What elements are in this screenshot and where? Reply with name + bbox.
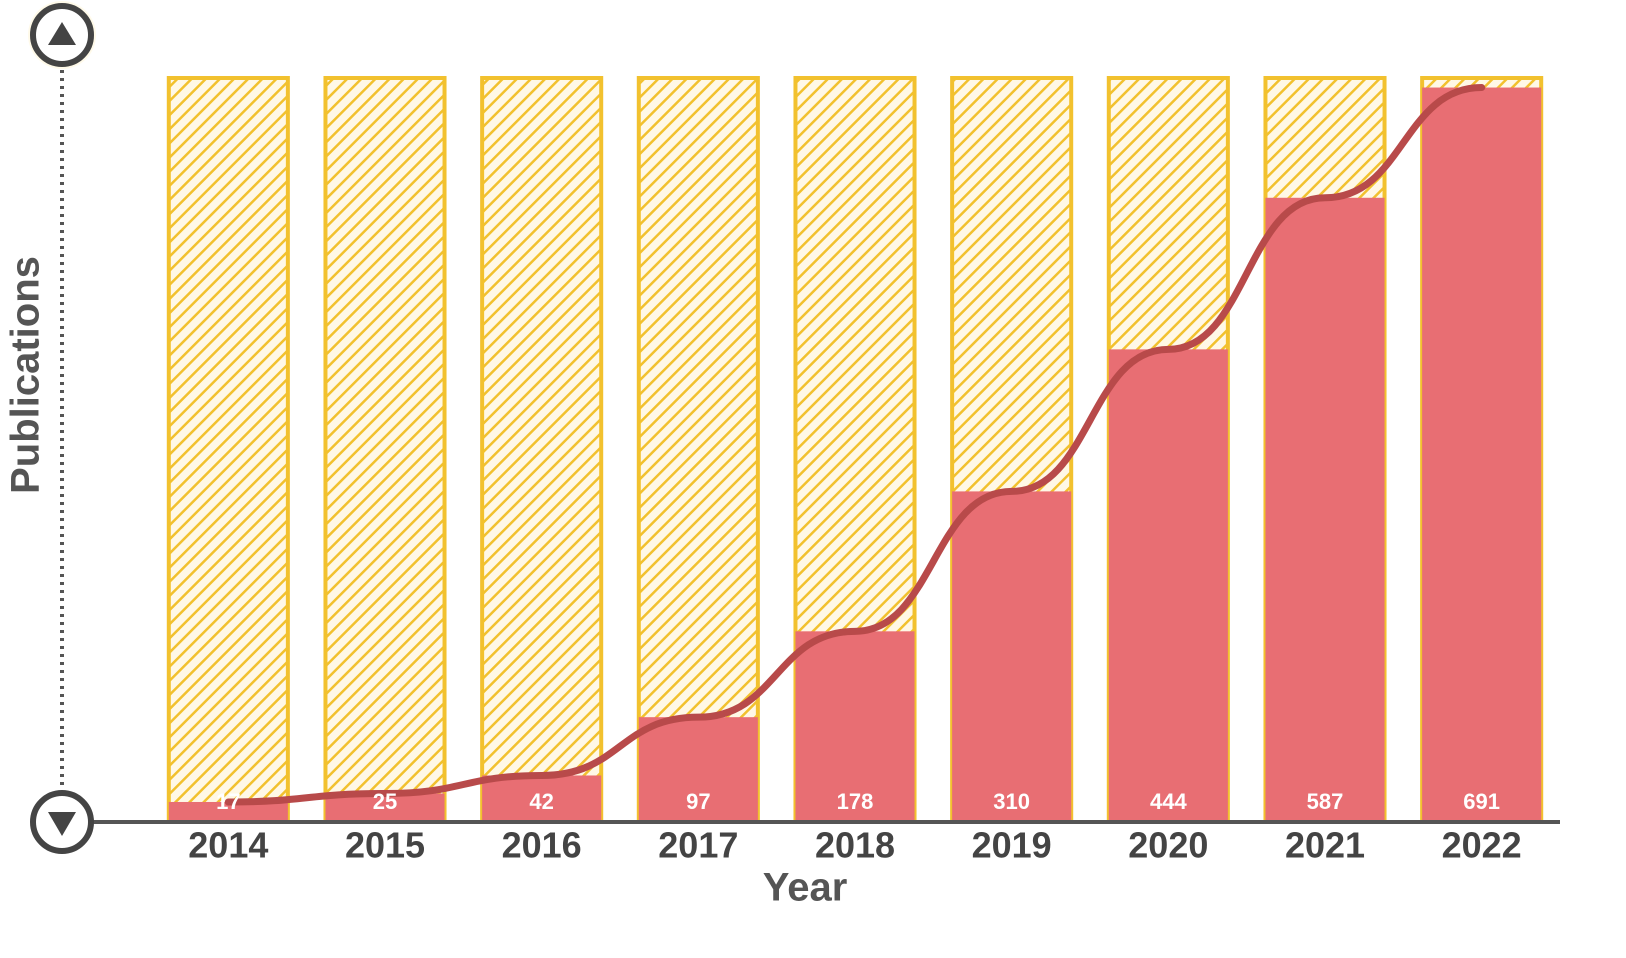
up-arrow	[48, 22, 76, 45]
bar	[1422, 87, 1542, 821]
labels: 2014 17 2015 25 2016 42 2017 97 2018 178 2019 310 20…	[188, 789, 1521, 866]
bar	[1265, 197, 1385, 820]
x-tick-label: 2022	[1442, 825, 1522, 866]
bar	[482, 775, 602, 820]
value-label: 587	[1307, 789, 1344, 814]
x-tick-label: 2020	[1128, 825, 1208, 866]
bar-background	[323, 76, 447, 822]
down-arrow	[48, 812, 76, 836]
value-label: 310	[993, 789, 1030, 814]
trend-line	[224, 84, 1486, 806]
plot	[166, 76, 1544, 822]
x-tick-label: 2018	[815, 825, 895, 866]
bar	[952, 491, 1072, 820]
x-tick-label: 2014	[188, 825, 268, 866]
bar	[1108, 349, 1228, 820]
y-axis-label: Publications	[4, 256, 48, 494]
value-label: 25	[373, 789, 397, 814]
x-tick-label: 2017	[658, 825, 738, 866]
x-tick-label: 2019	[972, 825, 1052, 866]
bar-background	[636, 76, 760, 822]
bar	[795, 631, 915, 820]
value-label: 444	[1150, 789, 1187, 814]
bar-background	[166, 76, 290, 822]
value-label: 97	[686, 789, 710, 814]
x-tick-label: 2016	[502, 825, 582, 866]
value-label: 42	[529, 789, 553, 814]
value-label: 178	[837, 789, 874, 814]
value-label: 691	[1463, 789, 1500, 814]
x-tick-label: 2015	[345, 825, 425, 866]
bar-background	[480, 76, 604, 822]
x-axis-label: Year	[763, 866, 848, 910]
bar	[168, 801, 288, 820]
x-tick-label: 2021	[1285, 825, 1365, 866]
bar	[638, 717, 758, 820]
value-label: 17	[216, 789, 240, 814]
